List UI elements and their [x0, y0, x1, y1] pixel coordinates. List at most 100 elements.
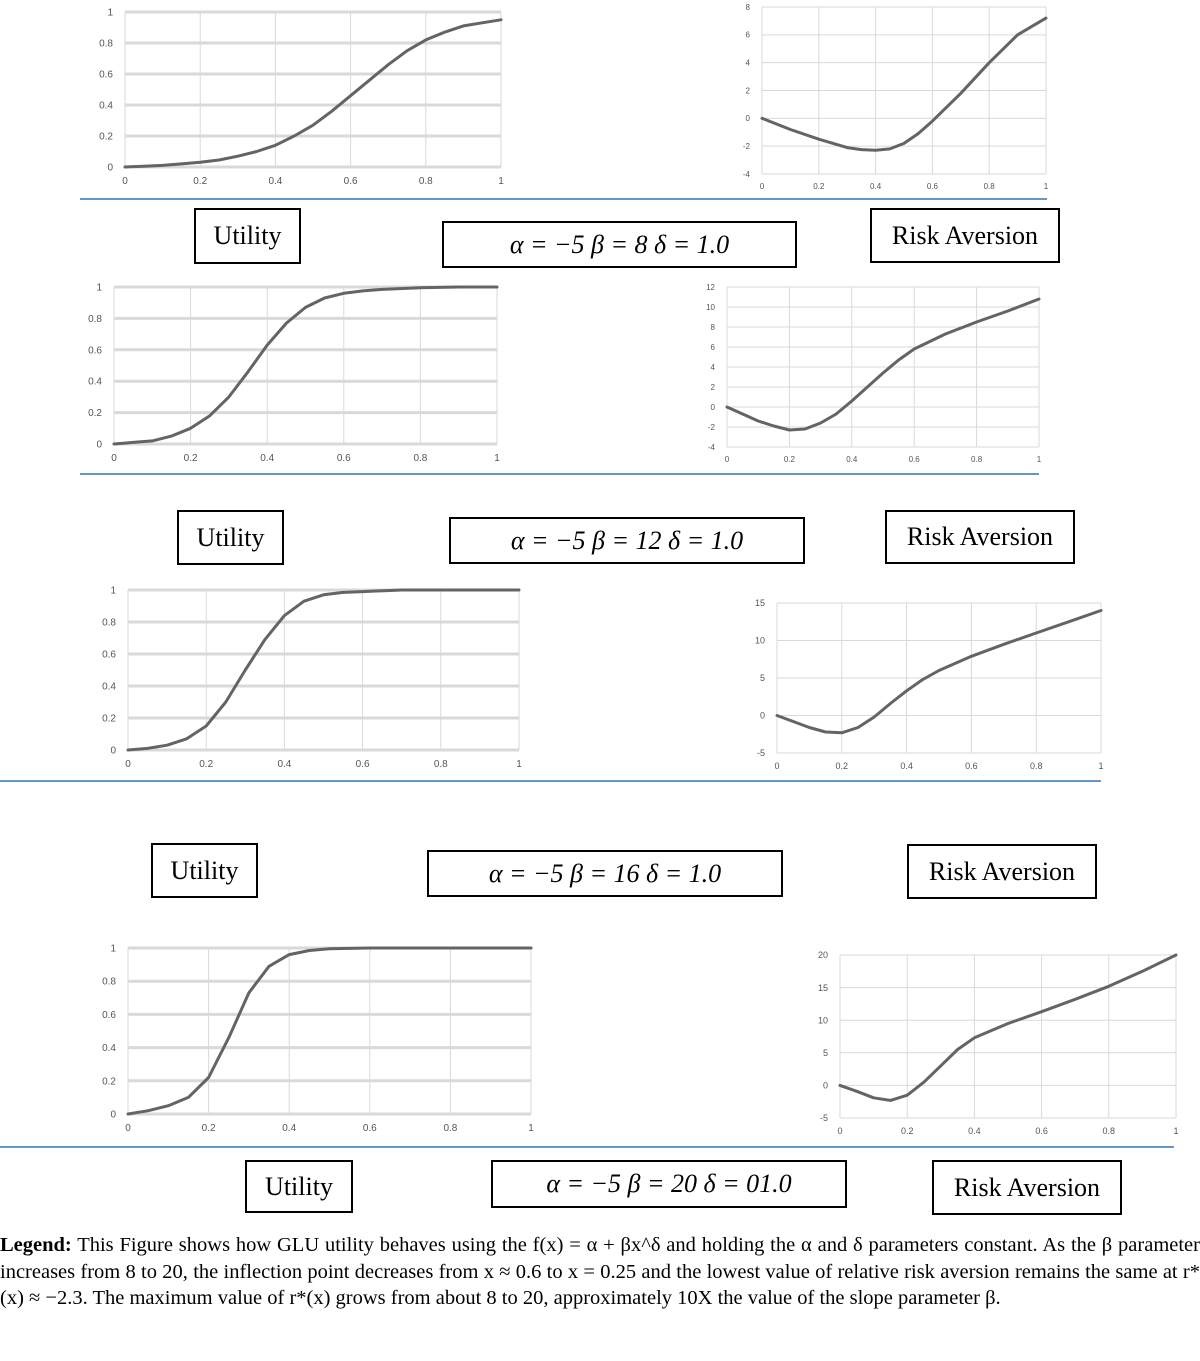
chart-1-y-tick-label: 0.8 — [99, 39, 113, 50]
chart-8-x-tick-label: 1 — [1173, 1126, 1178, 1136]
chart-2-x-tick-label: 1 — [1044, 182, 1049, 191]
chart-4-series-line — [725, 297, 1041, 432]
params-label-3: α = −5 β = 16 δ = 1.0 — [427, 850, 783, 897]
chart-5-x-tick-label: 0.2 — [199, 759, 213, 770]
chart-5-y-tick-label: 0 — [110, 746, 116, 757]
chart-8-y-tick-label: 15 — [818, 983, 828, 993]
chart-8-x-tick-label: 0.2 — [901, 1126, 914, 1136]
chart-8-x-tick-label: 0.6 — [1035, 1126, 1048, 1136]
risk-aversion-label-4: Risk Aversion — [932, 1160, 1122, 1215]
chart-6-x-tick-label: 1 — [1098, 761, 1103, 771]
chart-1-y-tick-label: 0.2 — [99, 132, 113, 143]
chart-3-y-tick-label: 0.4 — [88, 377, 102, 388]
chart-2-series-line — [760, 16, 1048, 152]
chart-2-y-tick-label: -2 — [743, 142, 751, 151]
chart-3-y-tick-label: 0 — [96, 440, 102, 451]
chart-7-y-tick-label: 0.6 — [102, 1010, 116, 1021]
chart-7-x-tick-label: 0.4 — [282, 1123, 296, 1134]
chart-4-y-tick-label: -2 — [708, 423, 716, 432]
chart-4-x-tick-label: 0.8 — [971, 455, 983, 464]
chart-2-y-tick-label: 0 — [746, 114, 751, 123]
chart-2-x-tick-label: 0 — [760, 182, 765, 191]
chart-4-x-tick-label: 0.6 — [909, 455, 921, 464]
chart-8-x-tick-label: 0.8 — [1103, 1126, 1116, 1136]
chart-3-series-line — [112, 285, 499, 446]
chart-7-series-line — [126, 946, 533, 1116]
chart-5-y-tick-label: 0.2 — [102, 714, 116, 725]
chart-4-y-tick-label: 10 — [706, 303, 715, 312]
chart-2-y-tick-label: 2 — [746, 86, 751, 95]
params-label-1: α = −5 β = 8 δ = 1.0 — [442, 221, 797, 268]
chart-2-x-tick-label: 0.4 — [870, 182, 882, 191]
chart-5-x-tick-label: 1 — [516, 759, 522, 770]
chart-4-y-tick-label: 0 — [711, 403, 716, 412]
chart-1-x-tick-label: 0.8 — [419, 176, 433, 187]
chart-1-series-line — [123, 18, 503, 169]
chart-1-x-tick-label: 0.2 — [193, 176, 207, 187]
chart-7-y-tick-label: 1 — [110, 944, 116, 955]
chart-7-x-tick-label: 0 — [125, 1123, 131, 1134]
chart-6-y-tick-label: 15 — [755, 598, 765, 608]
chart-6-x-tick-label: 0.4 — [900, 761, 913, 771]
chart-2-y-tick-label: -4 — [743, 170, 751, 179]
risk-aversion-label-1: Risk Aversion — [870, 208, 1060, 263]
chart-7-y-tick-label: 0.4 — [102, 1043, 116, 1054]
chart-3-x-tick-label: 0 — [111, 453, 117, 464]
chart-6-x-tick-label: 0.6 — [965, 761, 978, 771]
chart-1-y-tick-label: 1 — [107, 8, 113, 19]
utility-label-4: Utility — [245, 1160, 353, 1213]
chart-3-x-tick-label: 1 — [494, 453, 500, 464]
chart-7-y-tick-label: 0 — [110, 1110, 116, 1121]
chart-4-y-tick-label: 6 — [711, 343, 716, 352]
chart-8-y-tick-label: 0 — [823, 1081, 828, 1091]
chart-3-y-tick-label: 1 — [96, 283, 102, 294]
chart-5-y-tick-label: 1 — [110, 586, 116, 597]
chart-2-x-tick-label: 0.2 — [813, 182, 825, 191]
params-label-4: α = −5 β = 20 δ = 01.0 — [491, 1160, 847, 1208]
chart-1-x-tick-label: 0 — [122, 176, 128, 187]
chart-5-y-tick-label: 0.4 — [102, 682, 116, 693]
chart-7-y-tick-label: 0.2 — [102, 1076, 116, 1087]
chart-8-series-line — [838, 953, 1178, 1102]
chart-6-x-tick-label: 0 — [774, 761, 779, 771]
chart-4-y-tick-label: -4 — [708, 443, 716, 452]
chart-5-x-tick-label: 0.8 — [434, 759, 448, 770]
chart-7-x-tick-label: 0.2 — [202, 1123, 216, 1134]
chart-1-x-tick-label: 1 — [498, 176, 504, 187]
chart-7-x-tick-label: 0.6 — [363, 1123, 377, 1134]
utility-label-2: Utility — [177, 510, 284, 565]
chart-2-y-tick-label: 6 — [746, 31, 751, 40]
chart-4-x-tick-label: 0.2 — [784, 455, 796, 464]
chart-7-y-tick-label: 0.8 — [102, 977, 116, 988]
chart-6-x-tick-label: 0.8 — [1030, 761, 1043, 771]
chart-3-y-tick-label: 0.8 — [88, 314, 102, 325]
chart-6-x-tick-label: 0.2 — [836, 761, 849, 771]
chart-3-x-tick-label: 0.6 — [337, 453, 351, 464]
chart-1-y-tick-label: 0 — [107, 163, 113, 174]
chart-4-y-tick-label: 2 — [711, 383, 716, 392]
chart-5-y-tick-label: 0.6 — [102, 650, 116, 661]
chart-3-y-tick-label: 0.6 — [88, 345, 102, 356]
chart-6-series-line — [775, 609, 1103, 735]
chart-2-x-tick-label: 0.6 — [927, 182, 939, 191]
chart-4-y-tick-label: 8 — [711, 323, 716, 332]
chart-3-x-tick-label: 0.2 — [184, 453, 198, 464]
chart-1-x-tick-label: 0.4 — [268, 176, 282, 187]
chart-6-y-tick-label: 5 — [760, 673, 765, 683]
chart-1-x-tick-label: 0.6 — [344, 176, 358, 187]
chart-5-x-tick-label: 0.6 — [356, 759, 370, 770]
chart-6-y-tick-label: 0 — [760, 711, 765, 721]
chart-5-series-line — [126, 588, 521, 752]
chart-1-y-tick-label: 0.6 — [99, 70, 113, 81]
chart-8-y-tick-label: 20 — [818, 950, 828, 960]
chart-8-y-tick-label: 5 — [823, 1048, 828, 1058]
figure-legend: Legend: This Figure shows how GLU utilit… — [0, 1232, 1200, 1312]
utility-label-3: Utility — [151, 843, 258, 898]
chart-4-y-tick-label: 12 — [706, 283, 715, 292]
chart-3-x-tick-label: 0.4 — [260, 453, 274, 464]
chart-8-y-tick-label: -5 — [820, 1113, 828, 1123]
params-label-2: α = −5 β = 12 δ = 1.0 — [449, 517, 805, 564]
chart-3-x-tick-label: 0.8 — [413, 453, 427, 464]
chart-5-y-tick-label: 0.8 — [102, 618, 116, 629]
